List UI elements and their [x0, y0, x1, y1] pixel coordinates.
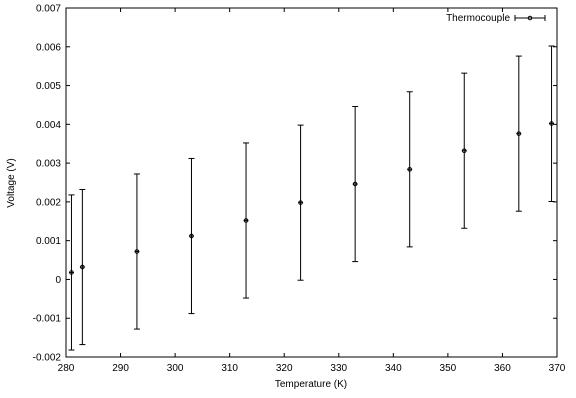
x-tick-label: 370: [549, 363, 566, 374]
data-point: [549, 121, 554, 126]
y-tick-label: 0.003: [36, 159, 61, 170]
x-tick-label: 360: [494, 363, 511, 374]
data-point: [69, 270, 74, 275]
data-point: [407, 167, 413, 172]
x-tick-label: 340: [385, 363, 402, 374]
plot-frame: [65, 7, 558, 358]
y-tick-label: 0.002: [36, 197, 61, 208]
y-tick-label: -0.001: [33, 314, 62, 325]
axis-ticks: [65, 7, 558, 358]
data-point: [189, 233, 194, 239]
data-point: [516, 131, 522, 136]
y-tick-labels: -0.002 -0.001 0 0.001 0.002 0.003 0.004 0.005 0.…: [33, 4, 62, 364]
x-tick-label: 350: [440, 363, 457, 374]
y-tick-label: 0.005: [36, 81, 61, 92]
data-point: [298, 200, 303, 205]
y-tick-label: 0.001: [36, 236, 61, 247]
data-point: [461, 148, 467, 154]
legend-marker: [527, 15, 533, 21]
x-tick-label: 300: [167, 363, 184, 374]
legend-label: Thermocouple: [446, 13, 510, 24]
y-axis-label: Voltage (V): [6, 158, 17, 207]
x-tick-label: 330: [330, 363, 347, 374]
data-point: [243, 218, 249, 223]
data-points: [68, 121, 555, 275]
y-tick-label: 0.007: [36, 4, 61, 15]
legend: Thermocouple: [446, 13, 546, 24]
x-tick-label: 320: [276, 363, 293, 374]
data-point: [134, 249, 140, 254]
data-point: [352, 181, 358, 187]
x-axis-label: Temperature (K): [275, 379, 347, 390]
y-tick-label: 0.006: [36, 42, 61, 53]
data-point: [80, 264, 85, 270]
y-tick-label: -0.002: [33, 353, 62, 364]
x-tick-label: 280: [58, 363, 75, 374]
error-bars: [68, 45, 555, 351]
y-tick-label: 0.004: [36, 120, 61, 131]
x-tick-labels: 280 290 300 310 320 330 340 350 360 370: [58, 363, 566, 374]
y-tick-label: 0: [55, 275, 61, 286]
x-tick-label: 290: [112, 363, 129, 374]
x-tick-label: 310: [221, 363, 238, 374]
